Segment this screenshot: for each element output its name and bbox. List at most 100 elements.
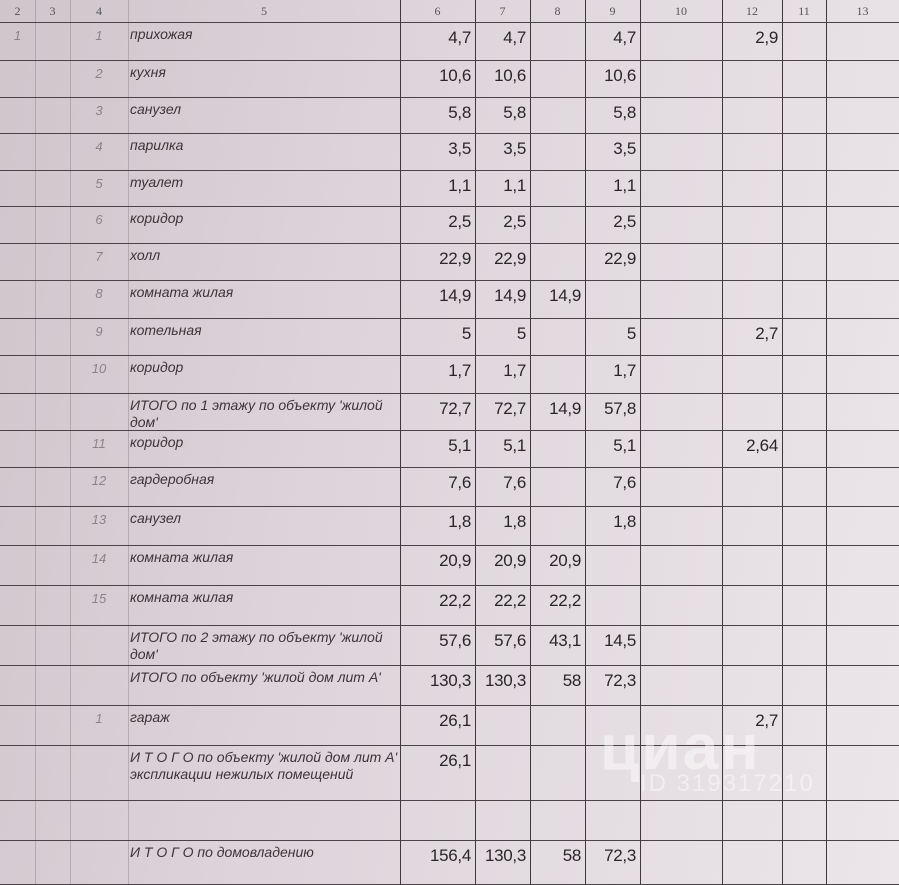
area-value xyxy=(722,545,782,585)
area-value xyxy=(826,243,899,280)
area-value: 3,5 xyxy=(503,139,526,158)
area-value xyxy=(826,545,899,585)
area-value xyxy=(826,665,899,705)
area-value xyxy=(826,318,899,355)
column-divider xyxy=(400,0,401,884)
area-value xyxy=(722,133,782,170)
area-value xyxy=(722,625,782,665)
row-number: 14 xyxy=(91,551,107,566)
area-value xyxy=(530,133,585,170)
row-index-a xyxy=(0,206,35,243)
room-name: холл xyxy=(130,247,161,263)
area-value: 72,3 xyxy=(604,671,636,690)
row-number xyxy=(70,800,128,840)
area-value xyxy=(782,133,826,170)
area-value xyxy=(640,665,722,705)
row-number: 7 xyxy=(95,249,103,264)
area-value xyxy=(640,60,722,97)
area-value xyxy=(826,355,899,393)
column-header: 9 xyxy=(609,4,616,18)
table-row: 9 котельная 5 5 5 2,7 xyxy=(0,318,899,356)
area-value: 20,9 xyxy=(439,551,471,570)
row-index-a xyxy=(0,133,35,170)
table-row: 14 комната жилая 20,9 20,9 20,9 xyxy=(0,545,899,586)
area-value xyxy=(640,97,722,133)
area-value xyxy=(640,133,722,170)
area-value: 4,7 xyxy=(503,28,526,47)
area-value: 22,9 xyxy=(604,249,636,268)
area-value xyxy=(640,840,722,884)
column-divider xyxy=(782,0,783,884)
area-value xyxy=(782,800,826,840)
area-value xyxy=(640,206,722,243)
area-value: 58 xyxy=(562,671,582,690)
area-value xyxy=(782,585,826,625)
row-index-a xyxy=(0,665,35,705)
area-value xyxy=(585,545,640,585)
area-value: 4,7 xyxy=(613,28,636,47)
area-value xyxy=(826,800,899,840)
room-name: коридор xyxy=(130,359,184,375)
area-value xyxy=(782,745,826,800)
column-header: 2 xyxy=(14,4,21,18)
area-value: 20,9 xyxy=(549,551,581,570)
column-header: 13 xyxy=(856,4,869,18)
area-value xyxy=(826,97,899,133)
row-number: 12 xyxy=(91,473,107,488)
area-value: 5 xyxy=(461,324,471,343)
area-value xyxy=(640,506,722,545)
area-value xyxy=(782,243,826,280)
area-value xyxy=(722,745,782,800)
area-value xyxy=(782,545,826,585)
room-name: ИТОГО по объекту 'жилой дом лит А' xyxy=(130,669,381,685)
room-name: санузел xyxy=(130,510,182,526)
area-value: 20,9 xyxy=(494,551,526,570)
area-value xyxy=(585,745,640,800)
area-value xyxy=(782,60,826,97)
row-index-a xyxy=(0,467,35,506)
area-value: 130,3 xyxy=(429,671,471,690)
row-index-a xyxy=(0,243,35,280)
table-row: 1 гараж 26,1 2,7 xyxy=(0,705,899,746)
row-index-a xyxy=(0,506,35,545)
area-value xyxy=(585,280,640,318)
column-divider xyxy=(35,0,36,884)
area-value xyxy=(722,60,782,97)
row-number xyxy=(70,625,128,665)
area-value: 1,8 xyxy=(448,512,471,531)
row-number: 1 xyxy=(95,711,103,726)
area-value: 26,1 xyxy=(439,711,471,730)
area-value xyxy=(640,545,722,585)
area-value xyxy=(722,840,782,884)
row-index-a xyxy=(0,97,35,133)
area-value: 5,1 xyxy=(613,436,636,455)
row-index-a xyxy=(0,280,35,318)
column-divider xyxy=(128,0,129,884)
row-index-a xyxy=(0,430,35,467)
area-value xyxy=(640,745,722,800)
area-value: 4,7 xyxy=(448,28,471,47)
area-value xyxy=(640,467,722,506)
area-value: 130,3 xyxy=(484,846,526,865)
area-value: 1,8 xyxy=(613,512,636,531)
table-row: 5 туалет 1,1 1,1 1,1 xyxy=(0,170,899,207)
row-index-a xyxy=(0,170,35,206)
area-value: 58 xyxy=(562,846,582,865)
row-number: 5 xyxy=(95,176,103,191)
area-value xyxy=(722,206,782,243)
area-value xyxy=(530,800,585,840)
room-name: гараж xyxy=(130,709,170,725)
area-value xyxy=(530,22,585,60)
area-value: 5,1 xyxy=(503,436,526,455)
table-row: 10 коридор 1,7 1,7 1,7 xyxy=(0,355,899,394)
area-value xyxy=(585,800,640,840)
area-value: 2,7 xyxy=(755,324,778,343)
area-value xyxy=(640,585,722,625)
area-value xyxy=(722,243,782,280)
table-row: 3 санузел 5,8 5,8 5,8 xyxy=(0,97,899,134)
area-value: 10,6 xyxy=(604,66,636,85)
column-divider xyxy=(530,0,531,884)
table-row: ИТОГО по 2 этажу по объекту 'жилой дом' 5… xyxy=(0,625,899,666)
table-row: 12 гардеробная 7,6 7,6 7,6 xyxy=(0,467,899,507)
column-header: 12 xyxy=(746,4,758,18)
